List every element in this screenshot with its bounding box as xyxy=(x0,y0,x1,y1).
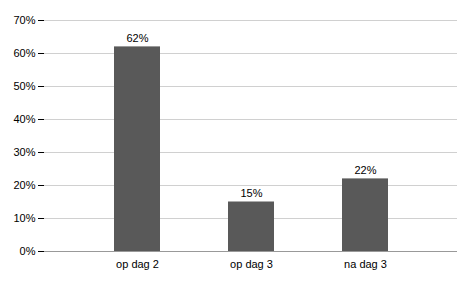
svg-text:70%: 70% xyxy=(13,14,35,26)
svg-text:50%: 50% xyxy=(13,80,35,92)
svg-text:22%: 22% xyxy=(354,164,376,176)
svg-text:0%: 0% xyxy=(20,245,36,257)
svg-text:20%: 20% xyxy=(13,179,35,191)
svg-text:15%: 15% xyxy=(240,187,262,199)
svg-text:40%: 40% xyxy=(13,113,35,125)
svg-text:60%: 60% xyxy=(13,47,35,59)
svg-text:op dag 2: op dag 2 xyxy=(116,258,159,270)
svg-text:30%: 30% xyxy=(13,146,35,158)
svg-text:10%: 10% xyxy=(13,212,35,224)
svg-text:op dag 3: op dag 3 xyxy=(230,258,273,270)
svg-text:na dag 3: na dag 3 xyxy=(344,258,387,270)
svg-text:62%: 62% xyxy=(126,32,148,44)
